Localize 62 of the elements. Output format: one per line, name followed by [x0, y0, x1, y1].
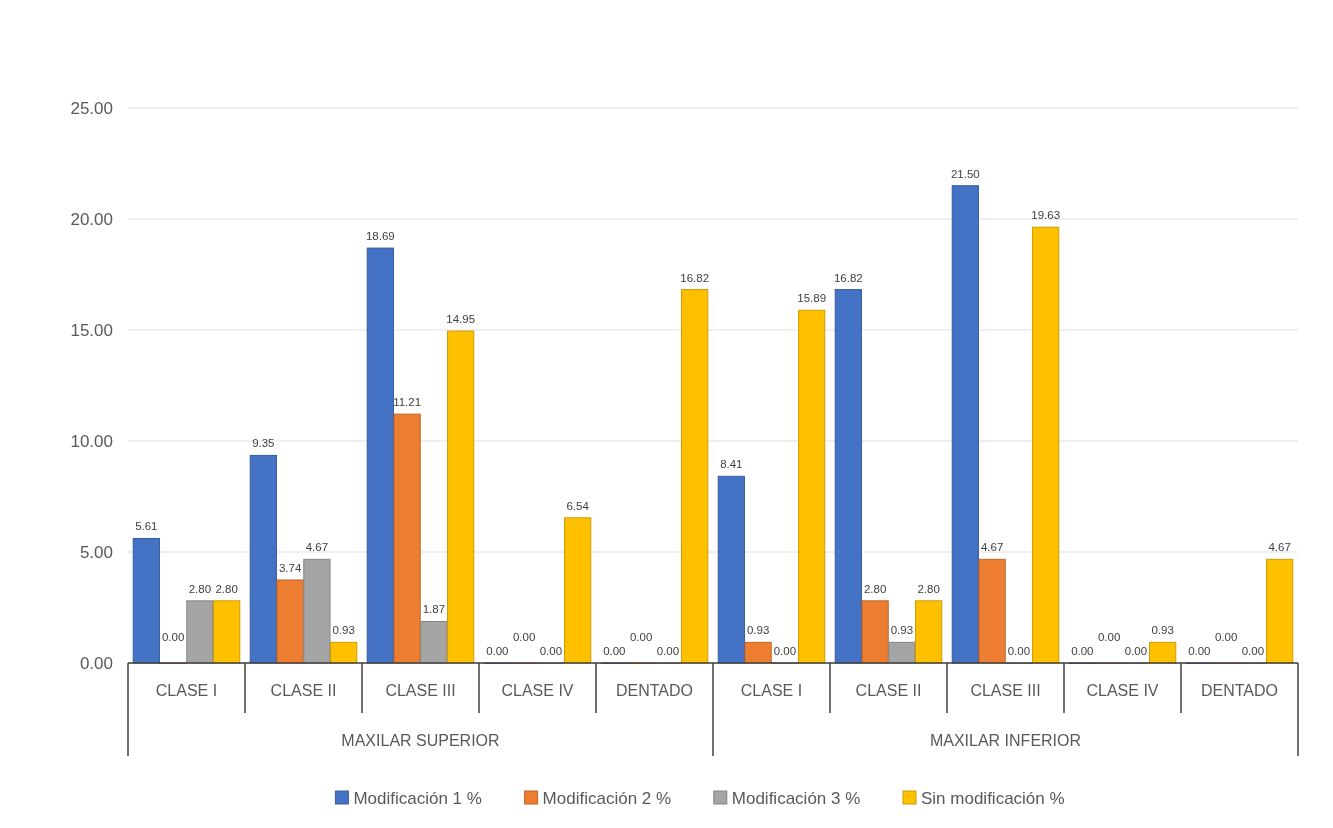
- x-tick-label: DENTADO: [1200, 682, 1279, 699]
- data-label: 0.00: [1124, 645, 1148, 657]
- data-label: 2.80: [188, 582, 212, 595]
- data-label: 0.00: [161, 631, 185, 643]
- data-label: 8.41: [720, 458, 743, 471]
- data-label: 0.93: [890, 624, 914, 637]
- data-label: 0.00: [656, 645, 680, 657]
- legend-label: Modificación 2 %: [542, 788, 672, 808]
- x-tick-label: CLASE IV: [501, 682, 574, 699]
- data-label: 2.80: [215, 582, 238, 595]
- x-tick-label: DENTADO: [615, 682, 694, 699]
- data-label: 4.67: [1268, 541, 1291, 554]
- data-label: 5.61: [135, 520, 158, 533]
- data-label: 0.93: [332, 624, 355, 637]
- data-label: 0.00: [486, 645, 509, 657]
- y-tick-label: 25.00: [70, 98, 113, 118]
- data-label: 0.00: [629, 631, 653, 643]
- x-tick-label: CLASE I: [155, 682, 218, 699]
- text: MAXILAR SUPERIOR: [341, 732, 500, 749]
- data-label: 0.00: [1097, 631, 1121, 643]
- data-label: 19.63: [1031, 209, 1061, 222]
- x-tick-label: CLASE III: [970, 682, 1041, 699]
- legend-label: Modificación 3 %: [731, 788, 861, 808]
- data-label: 2.80: [863, 582, 887, 595]
- data-label: 21.50: [950, 167, 980, 180]
- data-label: 11.21: [393, 396, 422, 409]
- x-tick-label: CLASE I: [740, 682, 803, 699]
- data-label: 0.00: [773, 645, 797, 657]
- data-label: 9.35: [252, 437, 275, 450]
- data-label: 0.00: [1214, 631, 1238, 643]
- data-label: 3.74: [278, 561, 302, 574]
- data-label: 18.69: [365, 230, 395, 243]
- data-label: 14.95: [446, 313, 476, 326]
- text: MAXILAR INFERIOR: [929, 732, 1082, 749]
- data-label: 0.00: [1241, 645, 1265, 657]
- data-label: 16.82: [833, 271, 863, 284]
- y-tick-label: 5.00: [79, 542, 113, 562]
- data-label: 0.00: [539, 645, 563, 657]
- legend-label: Sin modificación %: [921, 788, 1065, 808]
- y-tick-label: 10.00: [70, 431, 113, 451]
- y-tick-label: 15.00: [70, 320, 113, 340]
- data-label: 0.00: [512, 631, 536, 643]
- data-label: 16.82: [680, 271, 710, 284]
- data-label: 1.87: [422, 603, 446, 616]
- x-tick-label: CLASE IV: [1086, 682, 1159, 699]
- data-label: 6.54: [566, 499, 590, 512]
- data-label: 4.67: [980, 541, 1004, 554]
- data-label: 0.93: [1151, 624, 1174, 637]
- data-label: 0.00: [1188, 645, 1211, 657]
- data-label: 15.89: [797, 292, 827, 305]
- data-label: 4.67: [305, 541, 329, 554]
- y-tick-label: 20.00: [70, 209, 113, 229]
- x-tick-label: CLASE III: [385, 682, 456, 699]
- x-tick-label: CLASE II: [270, 682, 337, 699]
- y-tick-label: 0.00: [79, 653, 113, 673]
- data-label: 0.00: [603, 645, 626, 657]
- legend-label: Modificación 1 %: [353, 788, 482, 808]
- data-label: 0.00: [1071, 645, 1094, 657]
- data-label: 0.00: [1007, 645, 1031, 657]
- data-label: 2.80: [917, 582, 940, 595]
- x-tick-label: CLASE II: [855, 682, 922, 699]
- data-label: 0.93: [746, 624, 770, 637]
